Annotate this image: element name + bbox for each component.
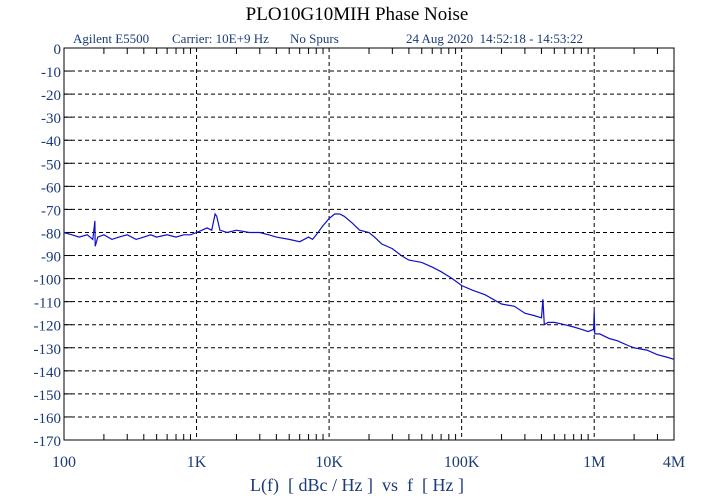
x-tick-label: 1M bbox=[583, 454, 605, 471]
carrier-label: Carrier: 10E+9 Hz bbox=[172, 31, 269, 46]
x-tick-label: 4M bbox=[663, 454, 685, 471]
plot-frame bbox=[63, 47, 675, 441]
y-tick-label: -60 bbox=[41, 180, 61, 196]
y-tick-label: 0 bbox=[54, 42, 62, 58]
x-tick-label: 100 bbox=[52, 454, 76, 471]
x-axis-label: L(f) [ dBc / Hz ] vs f [ Hz ] bbox=[250, 475, 464, 495]
y-tick-label: -130 bbox=[34, 342, 62, 358]
y-tick-label: -150 bbox=[34, 388, 62, 404]
y-tick-label: -80 bbox=[41, 226, 61, 242]
y-tick-label: -100 bbox=[34, 273, 62, 289]
y-tick-label: -70 bbox=[41, 203, 61, 219]
timestamp-label: 24 Aug 2020 14:52:18 - 14:53:22 bbox=[406, 31, 583, 46]
y-tick-label: -20 bbox=[41, 88, 61, 104]
y-tick-label: -170 bbox=[34, 434, 62, 450]
y-tick-label: -140 bbox=[34, 365, 62, 381]
y-tick-label: -90 bbox=[41, 250, 61, 266]
y-tick-label: -50 bbox=[41, 157, 61, 173]
y-tick-label: -110 bbox=[34, 296, 61, 312]
instrument-label: Agilent E5500 bbox=[73, 31, 150, 46]
phase-noise-line bbox=[63, 212, 675, 360]
y-tick-label: -160 bbox=[34, 411, 62, 427]
x-tick-label: 10K bbox=[315, 454, 343, 471]
spurs-label: No Spurs bbox=[290, 31, 339, 46]
y-tick-label: -10 bbox=[41, 65, 61, 81]
chart-title: PLO10G10MIH Phase Noise bbox=[245, 4, 469, 25]
x-tick-label: 1K bbox=[187, 454, 207, 471]
y-tick-label: -120 bbox=[34, 319, 62, 335]
x-tick-label: 100K bbox=[444, 454, 480, 471]
y-tick-label: -40 bbox=[41, 134, 61, 150]
y-tick-label: -30 bbox=[41, 111, 61, 127]
